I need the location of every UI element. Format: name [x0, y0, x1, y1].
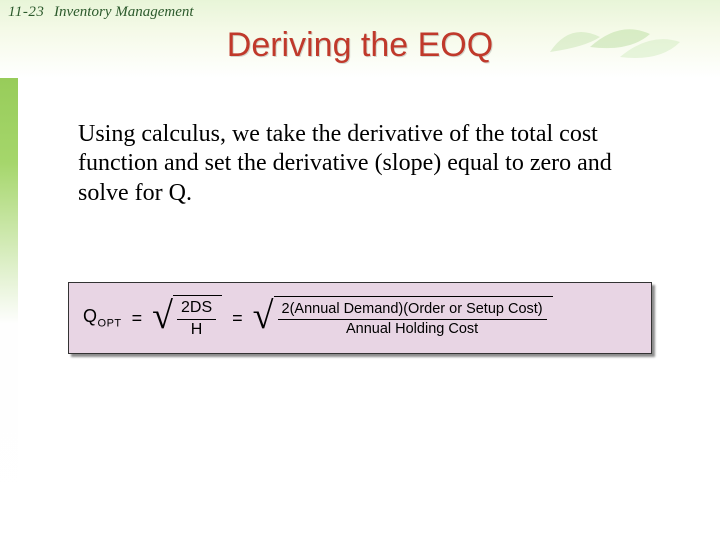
body-paragraph: Using calculus, we take the derivative o… — [78, 120, 658, 208]
radical-icon: √ — [152, 307, 173, 326]
fraction-long: 2(Annual Demand)(Order or Setup Cost) An… — [278, 301, 547, 337]
slide-header: 11-23 Inventory Management Deriving the … — [0, 0, 720, 78]
formula-lhs: QOPT — [83, 306, 122, 330]
equals-sign-1: = — [130, 308, 145, 329]
fraction-short-num: 2DS — [177, 299, 216, 319]
fraction-long-num: 2(Annual Demand)(Order or Setup Cost) — [278, 301, 547, 320]
equals-sign-2: = — [230, 308, 245, 329]
radical-icon: √ — [253, 307, 274, 326]
sqrt-long: √ 2(Annual Demand)(Order or Setup Cost) … — [253, 296, 553, 339]
formula-opt-subscript: OPT — [98, 318, 122, 330]
formula-q: Q — [83, 306, 98, 326]
slide-title: Deriving the EOQ — [0, 26, 720, 65]
sqrt-short: √ 2DS H — [152, 295, 222, 341]
fraction-long-den: Annual Holding Cost — [346, 320, 478, 338]
fraction-short: 2DS H — [177, 299, 216, 339]
eoq-formula: QOPT = √ 2DS H = √ 2(Annual Demand)(Orde… — [83, 295, 637, 341]
chapter-label: Inventory Management — [54, 4, 194, 21]
eoq-formula-box: QOPT = √ 2DS H = √ 2(Annual Demand)(Orde… — [68, 282, 652, 354]
slide-number: 11-23 — [8, 4, 44, 21]
left-green-stripe — [0, 0, 18, 540]
fraction-short-den: H — [191, 320, 203, 339]
